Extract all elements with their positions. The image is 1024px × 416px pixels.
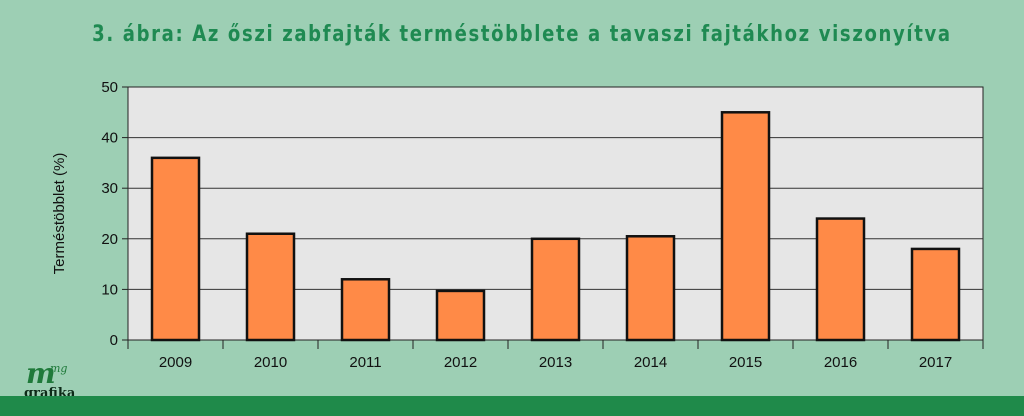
y-tick-label-40: 40 [101, 130, 118, 147]
x-tick-label-2014: 2014 [634, 354, 667, 371]
y-tick-label-20: 20 [101, 231, 118, 248]
bar-2017 [910, 247, 961, 342]
chart-title: 3. ábra: Az őszi zabfajták terméstöbblet… [92, 22, 952, 47]
bar-2012 [435, 289, 486, 342]
bar-2016 [815, 217, 866, 342]
x-tick-label-2010: 2010 [254, 354, 287, 371]
y-tick-label-50: 50 [101, 79, 118, 96]
bottom-bar [0, 396, 1024, 416]
x-axis: 2009 2010 2011 2012 2013 2014 2015 2016 2017 [127, 340, 984, 371]
y-tick-label-0: 0 [110, 332, 118, 349]
bar-2010 [245, 232, 296, 342]
bar-2015 [720, 111, 771, 342]
y-axis-label: Terméstöbblet (%) [51, 153, 68, 275]
x-tick-label-2011: 2011 [349, 354, 381, 371]
x-tick-label-2016: 2016 [824, 354, 857, 371]
bar-2011 [340, 278, 391, 342]
x-tick-label-2012: 2012 [444, 354, 477, 371]
x-tick-label-2009: 2009 [159, 354, 192, 371]
y-axis: 0 10 20 30 40 50 [101, 79, 128, 349]
bar-2014 [625, 235, 676, 342]
bar-2009 [150, 156, 201, 342]
x-tick-label-2017: 2017 [919, 354, 952, 371]
y-tick-label-30: 30 [101, 180, 118, 197]
logo-superscript: mg [50, 362, 68, 375]
bar-2013 [530, 237, 581, 342]
logo-mark: m [26, 357, 56, 390]
bars [150, 111, 961, 342]
y-tick-label-10: 10 [101, 281, 118, 298]
x-tick-label-2015: 2015 [729, 354, 762, 371]
x-tick-label-2013: 2013 [539, 354, 572, 371]
